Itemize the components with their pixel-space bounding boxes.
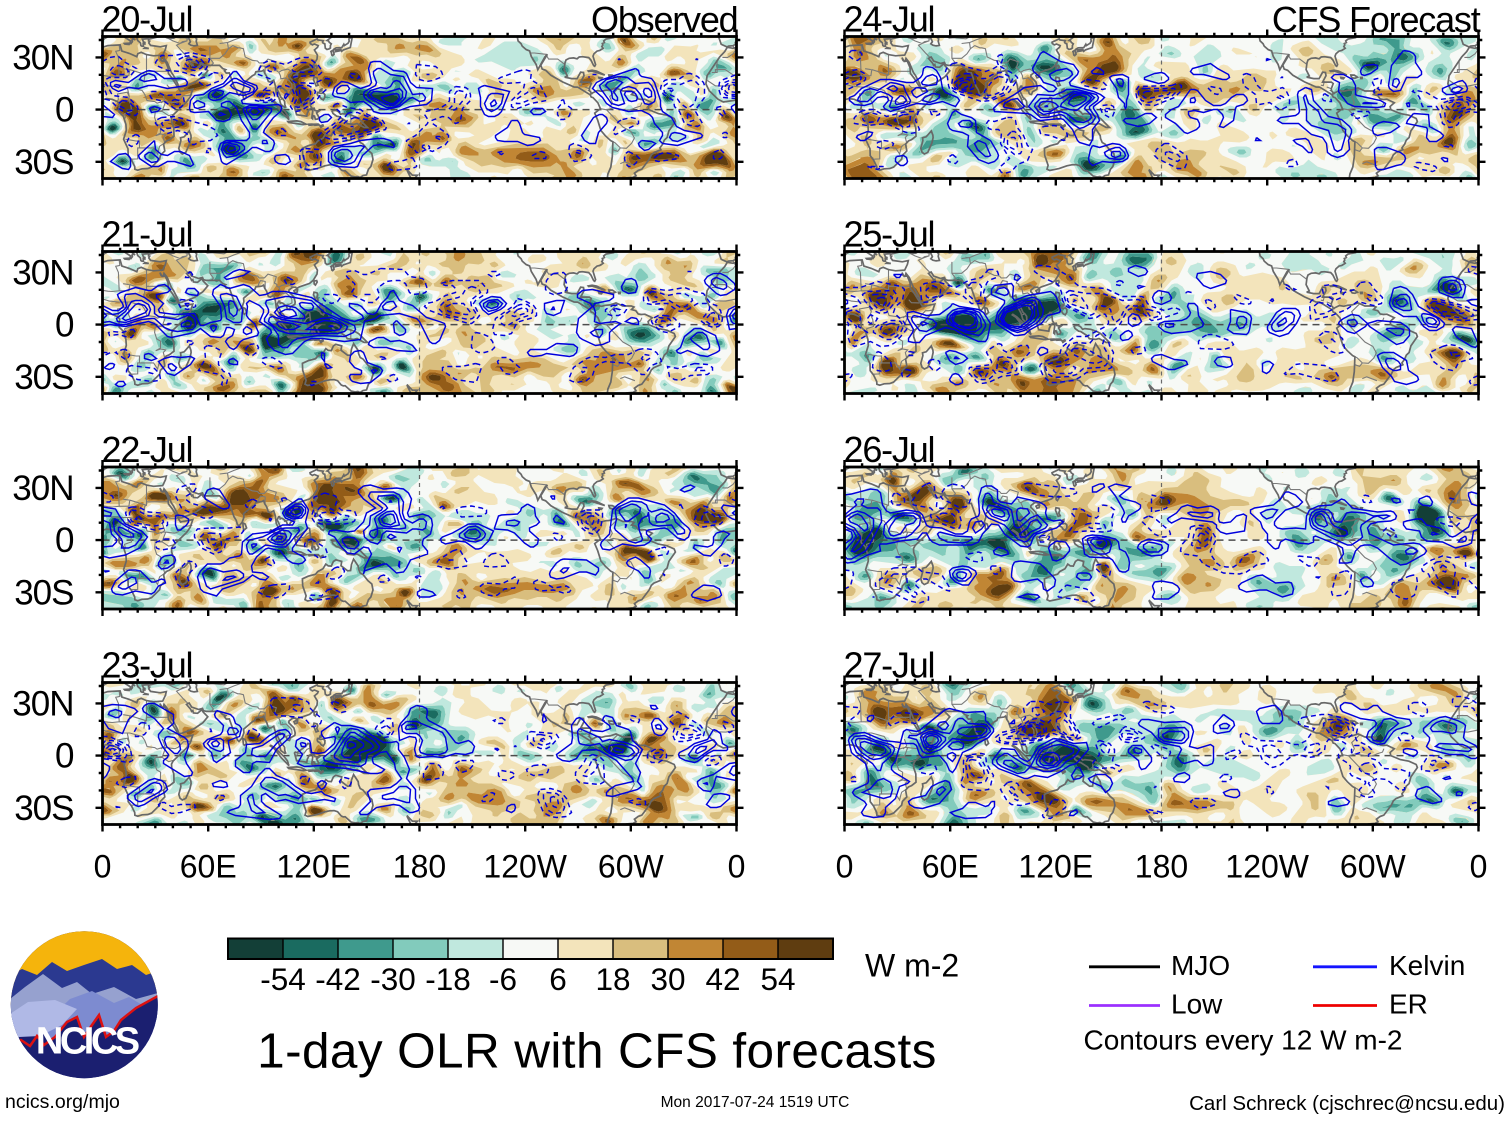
svg-text:24-Jul: 24-Jul (844, 0, 935, 40)
svg-text:20-Jul: 20-Jul (102, 0, 193, 40)
svg-text:ncics.org/mjo: ncics.org/mjo (5, 1091, 120, 1113)
svg-text:180: 180 (393, 848, 446, 884)
svg-text:60E: 60E (922, 848, 979, 884)
svg-text:Low: Low (1171, 989, 1223, 1020)
svg-text:0: 0 (55, 91, 74, 130)
svg-text:120W: 120W (1225, 848, 1309, 884)
svg-text:30N: 30N (12, 253, 73, 292)
svg-text:Carl Schreck (cjschrec@ncsu.ed: Carl Schreck (cjschrec@ncsu.edu) (1189, 1092, 1505, 1115)
svg-text:CFS Forecast: CFS Forecast (1272, 0, 1481, 40)
svg-text:0: 0 (728, 848, 746, 884)
svg-text:54: 54 (760, 961, 795, 997)
svg-text:60W: 60W (598, 848, 665, 884)
svg-text:30S: 30S (14, 789, 73, 828)
svg-text:30S: 30S (14, 358, 73, 397)
svg-text:Kelvin: Kelvin (1389, 950, 1465, 981)
svg-text:25-Jul: 25-Jul (844, 214, 935, 255)
svg-text:30S: 30S (14, 143, 73, 182)
svg-text:-6: -6 (489, 961, 517, 997)
svg-text:Mon 2017-07-24 1519 UTC: Mon 2017-07-24 1519 UTC (661, 1094, 850, 1111)
svg-text:0: 0 (55, 306, 74, 345)
svg-text:W m-2: W m-2 (865, 947, 959, 983)
svg-text:23-Jul: 23-Jul (102, 645, 193, 686)
svg-text:0: 0 (55, 737, 74, 776)
svg-text:-54: -54 (260, 961, 306, 997)
svg-text:26-Jul: 26-Jul (844, 429, 935, 470)
svg-text:Observed: Observed (591, 0, 737, 40)
svg-text:ER: ER (1389, 989, 1428, 1020)
svg-text:30: 30 (650, 961, 685, 997)
svg-text:60W: 60W (1340, 848, 1407, 884)
svg-text:6: 6 (549, 961, 567, 997)
svg-text:60E: 60E (180, 848, 237, 884)
svg-text:30N: 30N (12, 469, 73, 508)
svg-text:120E: 120E (1018, 848, 1093, 884)
svg-text:30S: 30S (14, 573, 73, 612)
svg-text:42: 42 (705, 961, 740, 997)
svg-text:-30: -30 (370, 961, 416, 997)
svg-text:18: 18 (595, 961, 630, 997)
svg-text:120W: 120W (483, 848, 567, 884)
svg-text:0: 0 (55, 521, 74, 560)
svg-text:180: 180 (1135, 848, 1188, 884)
svg-text:MJO: MJO (1171, 950, 1230, 981)
svg-text:22-Jul: 22-Jul (102, 429, 193, 470)
svg-text:30N: 30N (12, 684, 73, 723)
svg-text:0: 0 (836, 848, 854, 884)
svg-text:NCICS: NCICS (36, 1021, 139, 1063)
svg-text:30N: 30N (12, 38, 73, 77)
svg-text:0: 0 (94, 848, 112, 884)
svg-text:1-day OLR with CFS forecasts: 1-day OLR with CFS forecasts (257, 1023, 937, 1078)
svg-text:0: 0 (1470, 848, 1488, 884)
svg-text:-42: -42 (315, 961, 361, 997)
svg-text:-18: -18 (425, 961, 471, 997)
svg-text:Contours every 12 W m-2: Contours every 12 W m-2 (1084, 1025, 1403, 1056)
svg-text:21-Jul: 21-Jul (102, 214, 193, 255)
svg-text:120E: 120E (276, 848, 351, 884)
svg-text:27-Jul: 27-Jul (844, 645, 935, 686)
